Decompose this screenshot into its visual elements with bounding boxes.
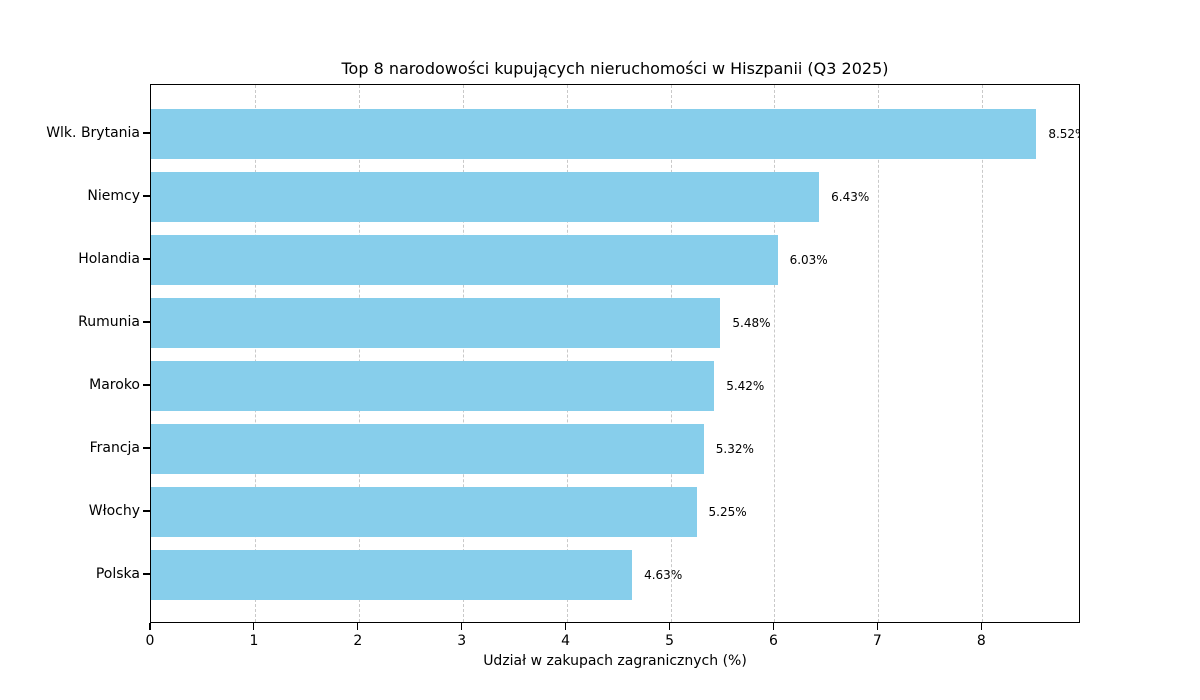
y-tick-mark (143, 195, 150, 197)
x-tick-mark (772, 623, 775, 630)
bar (151, 361, 715, 411)
y-tick-label: Polska (95, 566, 140, 582)
y-tick-mark (143, 321, 150, 323)
plot-area: 8.52% 6.43% 6.03% 5.48% 5.42% 5.32% 5.25% 4.63% (150, 84, 1080, 623)
bar (151, 172, 820, 222)
y-tick-mark (143, 132, 150, 134)
gridline (670, 85, 672, 622)
bar-value-label: 6.03% (789, 253, 828, 267)
gridline (774, 85, 776, 622)
x-tick-label: 2 (353, 633, 363, 649)
bar (151, 487, 697, 537)
y-tick-mark (143, 447, 150, 449)
gridline (254, 85, 256, 622)
x-tick-mark (565, 623, 567, 630)
x-tick-mark (149, 623, 151, 630)
x-tick-label: 1 (249, 633, 259, 649)
y-tick-label: Włochy (88, 503, 140, 519)
y-tick-label: Rumunia (78, 314, 140, 330)
x-tick-label: 0 (145, 633, 155, 649)
bar-value-label: 5.48% (732, 316, 771, 330)
y-tick-label: Wlk. Brytania (46, 125, 140, 141)
y-tick-label: Francja (89, 440, 140, 456)
bar-value-label: 5.42% (726, 379, 765, 393)
x-tick-label: 3 (457, 633, 467, 649)
bar-value-label: 5.32% (715, 442, 754, 456)
y-tick-mark (143, 573, 150, 575)
x-tick-mark (876, 623, 878, 630)
bar (151, 424, 704, 474)
x-tick-label: 7 (872, 633, 882, 649)
bar-value-label: 8.52% (1048, 127, 1079, 141)
y-tick-label: Maroko (89, 377, 140, 393)
gridline (462, 85, 464, 622)
chart-title: Top 8 narodowości kupujących nieruchomoś… (341, 59, 889, 78)
x-tick-mark (980, 623, 982, 630)
x-tick-mark (357, 623, 359, 630)
gridline (358, 85, 360, 622)
y-tick-mark (143, 384, 150, 386)
bar (151, 109, 1037, 159)
gridline (878, 85, 880, 622)
y-tick-mark (143, 258, 150, 260)
x-tick-mark (461, 623, 463, 630)
x-tick-mark (253, 623, 255, 630)
bar-value-label: 6.43% (831, 190, 870, 204)
bar (151, 235, 778, 285)
gridline (982, 85, 984, 622)
gridline (566, 85, 568, 622)
x-tick-label: 5 (665, 633, 674, 649)
bar (151, 550, 633, 600)
bar-value-label: 4.63% (644, 568, 683, 582)
bar-value-label: 5.25% (708, 505, 747, 519)
x-tick-label: 4 (561, 633, 571, 649)
x-tick-label: 6 (768, 633, 778, 649)
y-tick-label: Holandia (78, 251, 140, 267)
x-tick-label: 8 (976, 633, 986, 649)
bar (151, 298, 721, 348)
y-tick-mark (143, 510, 150, 512)
x-axis-label: Udział w zakupach zagranicznych (%) (483, 653, 747, 669)
y-tick-label: Niemcy (87, 188, 140, 204)
x-tick-mark (668, 623, 671, 630)
